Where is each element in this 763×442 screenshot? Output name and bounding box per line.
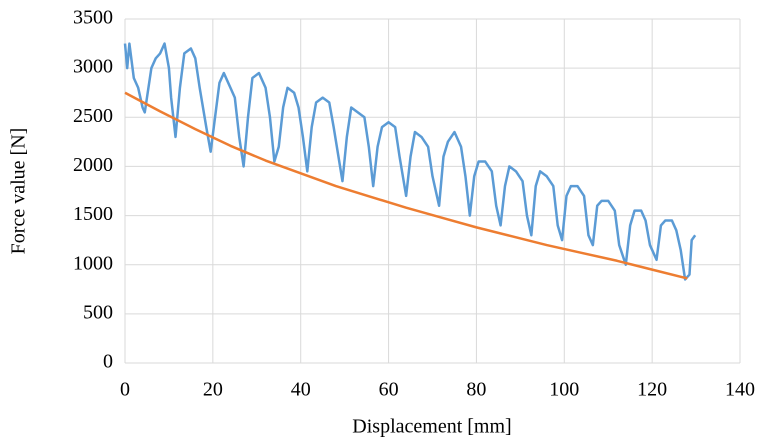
data-line [123, 42, 697, 281]
x-tick-label: 20 [203, 379, 223, 401]
y-tick-label: 3500 [73, 7, 113, 29]
y-axis-label: Force value [N] [8, 128, 30, 255]
y-tick-label: 2000 [73, 154, 113, 176]
x-tick-label: 120 [637, 379, 667, 401]
x-axis-label: Displacement [mm] [352, 416, 511, 438]
y-tick-label: 0 [103, 351, 113, 373]
x-tick-label: 100 [549, 379, 579, 401]
data-line [124, 91, 688, 280]
x-tick-label: 140 [725, 379, 755, 401]
y-tick-label: 1500 [73, 203, 113, 225]
y-tick-label: 500 [83, 301, 113, 323]
x-tick-label: 40 [291, 379, 311, 401]
y-tick-label: 1000 [73, 252, 113, 274]
x-tick-label: 60 [379, 379, 399, 401]
y-tick-label: 2500 [73, 105, 113, 127]
y-tick-label: 3000 [73, 56, 113, 78]
x-tick-label: 80 [466, 379, 486, 401]
x-tick-label: 0 [120, 379, 130, 401]
